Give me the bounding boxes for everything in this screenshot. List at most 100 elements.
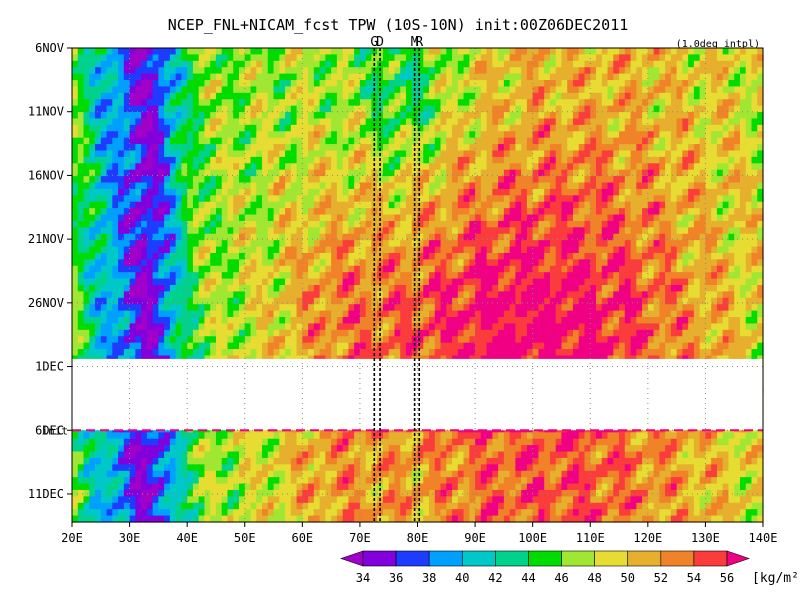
heatmap-cell [590,67,597,75]
heatmap-cell [244,131,252,139]
heatmap-cell [705,252,712,260]
heatmap-cell [480,73,488,81]
heatmap-cell [498,208,505,216]
heatmap-cell [233,118,240,126]
heatmap-cell [538,233,545,241]
heatmap-cell [561,227,568,235]
heatmap-cell [463,310,470,318]
heatmap-cell [653,99,660,107]
heatmap-cell [636,208,643,216]
heatmap-cell [273,86,280,94]
heatmap-cell [302,163,309,171]
heatmap-cell [89,112,96,120]
heatmap-cell [475,195,482,203]
heatmap-cell [722,176,730,184]
heatmap-cell [233,150,240,158]
heatmap-cell [642,201,649,209]
heatmap-cell [313,112,321,120]
heatmap-cell [757,233,764,241]
heatmap-cell [273,176,280,184]
heatmap-cell [313,182,321,190]
heatmap-cell [607,246,614,254]
heatmap-cell [267,80,275,88]
heatmap-cell [175,163,183,171]
heatmap-cell [405,297,413,305]
heatmap-cell [475,188,482,196]
heatmap-cell [653,48,660,56]
heatmap-cell [377,188,384,196]
heatmap-cell [388,150,396,158]
heatmap-cell [503,169,511,177]
heatmap-cell [601,233,609,241]
heatmap-cell [572,156,580,164]
heatmap-cell [440,112,447,120]
heatmap-cell [486,304,493,312]
heatmap-cell [578,195,586,203]
heatmap-cell [296,310,303,318]
heatmap-cell [716,92,724,100]
heatmap-cell [452,176,459,184]
heatmap-cell [693,118,701,126]
heatmap-cell [751,182,758,190]
heatmap-cell [492,188,499,196]
heatmap-cell [106,259,113,267]
heatmap-cell [601,291,609,299]
heatmap-cell [596,67,603,75]
heatmap-cell [405,220,413,228]
heatmap-cell [492,297,499,305]
heatmap-cell [630,118,637,126]
heatmap-cell [630,220,637,228]
heatmap-cell [711,105,718,113]
heatmap-cell [112,112,119,120]
heatmap-cell [319,156,326,164]
heatmap-cell [630,259,637,267]
heatmap-cell [722,233,730,241]
heatmap-cell [613,188,620,196]
heatmap-cell [526,265,534,273]
heatmap-cell [336,304,344,312]
heatmap-cell [405,227,413,235]
heatmap-cell [584,169,591,177]
heatmap-cell [181,182,188,190]
heatmap-cell [181,304,188,312]
heatmap-cell [359,214,367,222]
heatmap-cell [532,285,540,293]
heatmap-cell [95,163,102,171]
heatmap-cell [164,285,171,293]
heatmap-cell [705,86,712,94]
heatmap-cell [359,259,367,267]
heatmap-cell [400,272,407,280]
heatmap-cell [118,60,125,68]
heatmap-cell [285,310,292,318]
heatmap-cell [354,118,361,126]
heatmap-cell [636,304,643,312]
heatmap-cell [331,92,338,100]
heatmap-cell [77,144,85,152]
heatmap-cell [429,208,436,216]
heatmap-cell [325,188,332,196]
heatmap-cell [739,124,747,132]
heatmap-cell [613,291,620,299]
heatmap-cell [118,144,125,152]
heatmap-cell [457,112,465,120]
heatmap-cell [256,67,263,75]
heatmap-cell [457,240,465,248]
heatmap-cell [509,265,516,273]
heatmap-cell [215,92,223,100]
heatmap-cell [181,48,188,56]
heatmap-cell [452,169,459,177]
heatmap-cell [503,278,511,286]
heatmap-cell [227,188,234,196]
heatmap-cell [480,201,488,209]
heatmap-cell [123,297,131,305]
heatmap-cell [642,163,649,171]
heatmap-cell [711,182,718,190]
heatmap-cell [601,278,609,286]
heatmap-cell [359,48,367,56]
heatmap-cell [365,304,373,312]
heatmap-cell [325,169,332,177]
heatmap-cell [440,214,447,222]
heatmap-cell [262,67,269,75]
heatmap-cell [492,137,499,145]
heatmap-cell [290,150,298,158]
